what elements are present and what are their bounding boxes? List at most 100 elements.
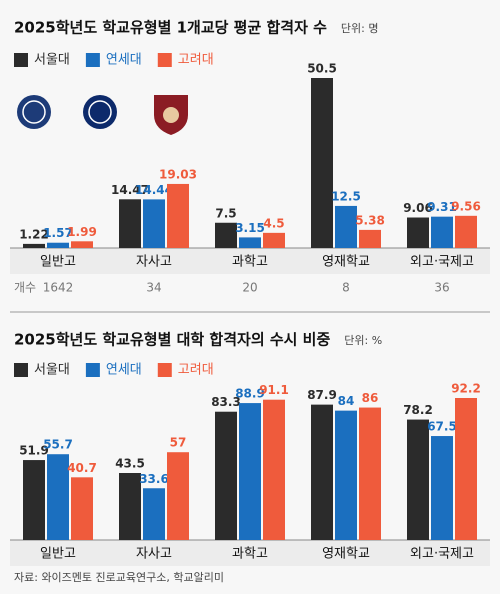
data-label: 83.3 — [211, 395, 241, 409]
data-label: 1.99 — [67, 225, 97, 239]
bar — [263, 232, 285, 248]
data-label: 19.03 — [159, 167, 197, 181]
bar — [335, 410, 357, 540]
chart-title: 2025학년도 학교유형별 대학 합격자의 수시 비중 — [14, 331, 330, 349]
legend-label: 서울대 — [34, 363, 70, 378]
bar — [431, 436, 453, 540]
bar — [311, 78, 333, 248]
data-label: 43.5 — [115, 457, 145, 471]
x-tick-label: 자사고 — [136, 255, 172, 270]
data-label: 14.47 — [111, 183, 149, 197]
bar — [23, 243, 45, 248]
x-tick-label: 자사고 — [136, 547, 172, 562]
data-label: 5.38 — [355, 213, 385, 227]
data-label: 7.5 — [215, 206, 236, 220]
bar — [431, 216, 453, 248]
bar — [215, 411, 237, 540]
data-label: 67.5 — [427, 420, 457, 434]
bar — [119, 473, 141, 540]
source: 자료: 와이즈멘토 진로교육연구소, 학교알리미 — [14, 570, 224, 584]
bar — [23, 460, 45, 540]
data-label: 91.1 — [259, 383, 289, 397]
unit-label: 단위: 명 — [341, 22, 379, 35]
legend-swatch — [157, 53, 172, 67]
data-label: 9.31 — [427, 200, 457, 214]
legend-swatch — [85, 53, 100, 67]
logo-snu-ring — [22, 100, 46, 124]
data-label: 86 — [362, 391, 379, 405]
category-band — [10, 540, 490, 566]
data-label: 9.06 — [403, 201, 433, 215]
legend-label: 서울대 — [34, 53, 70, 68]
category-band — [10, 248, 490, 274]
data-label: 3.15 — [235, 221, 265, 235]
data-label: 84 — [338, 394, 355, 408]
bar — [239, 403, 261, 540]
legend-swatch — [157, 363, 172, 377]
chart-title: 2025학년도 학교유형별 1개교당 평균 합격자 수 — [14, 19, 327, 37]
bar — [47, 242, 69, 248]
x-tick-label: 영재학교 — [322, 255, 370, 270]
data-label: 50.5 — [307, 62, 337, 76]
bar — [143, 199, 165, 248]
legend-label: 고려대 — [178, 53, 214, 68]
count-label: 20 — [242, 281, 257, 295]
data-label: 14.44 — [135, 183, 173, 197]
bar — [359, 407, 381, 540]
unit-label: 단위: % — [344, 334, 382, 347]
count-label: 34 — [146, 281, 161, 295]
data-label: 78.2 — [403, 403, 433, 417]
bar — [407, 419, 429, 540]
legend-label: 연세대 — [106, 53, 142, 68]
bar — [47, 454, 69, 540]
data-label: 51.9 — [19, 444, 49, 458]
x-tick-label: 일반고 — [40, 255, 76, 270]
bar — [119, 199, 141, 248]
data-label: 4.5 — [263, 216, 284, 230]
x-tick-label: 과학고 — [232, 255, 268, 270]
bar — [359, 229, 381, 248]
counts-title: 개수 — [14, 281, 36, 295]
data-label: 40.7 — [67, 461, 97, 475]
bar — [71, 477, 93, 540]
data-label: 12.5 — [331, 189, 361, 203]
x-tick-label: 영재학교 — [322, 547, 370, 562]
data-label: 57 — [170, 436, 187, 450]
bar — [455, 398, 477, 540]
bar — [167, 452, 189, 540]
logo-yonsei-ring — [88, 100, 112, 124]
logo-snu — [17, 95, 51, 129]
legend-swatch — [85, 363, 100, 377]
bar — [143, 488, 165, 540]
data-label: 1.57 — [43, 226, 73, 240]
bar — [215, 222, 237, 248]
bar — [239, 237, 261, 248]
count-label: 36 — [434, 281, 449, 295]
legend-label: 고려대 — [178, 363, 214, 378]
x-tick-label: 외고·국제고 — [410, 255, 474, 270]
count-label: 8 — [342, 281, 350, 295]
x-tick-label: 일반고 — [40, 547, 76, 562]
x-tick-label: 외고·국제고 — [410, 547, 474, 562]
data-label: 88.9 — [235, 387, 265, 401]
bar — [335, 205, 357, 248]
legend-label: 연세대 — [106, 363, 142, 378]
data-label: 55.7 — [43, 438, 73, 452]
count-label: 1642 — [43, 281, 74, 295]
bar — [263, 399, 285, 540]
legend-swatch — [14, 53, 28, 67]
bar — [455, 215, 477, 248]
logo-yonsei — [83, 95, 117, 129]
data-label: 9.56 — [451, 199, 481, 213]
bar — [311, 404, 333, 540]
bar — [167, 183, 189, 248]
data-label: 1.22 — [19, 227, 49, 241]
x-tick-label: 과학고 — [232, 547, 268, 562]
bar — [407, 217, 429, 248]
logos — [17, 95, 188, 135]
data-label: 33.6 — [139, 472, 169, 486]
data-label: 87.9 — [307, 388, 337, 402]
logo-korea-tiger — [163, 107, 179, 123]
data-label: 92.2 — [451, 382, 481, 396]
